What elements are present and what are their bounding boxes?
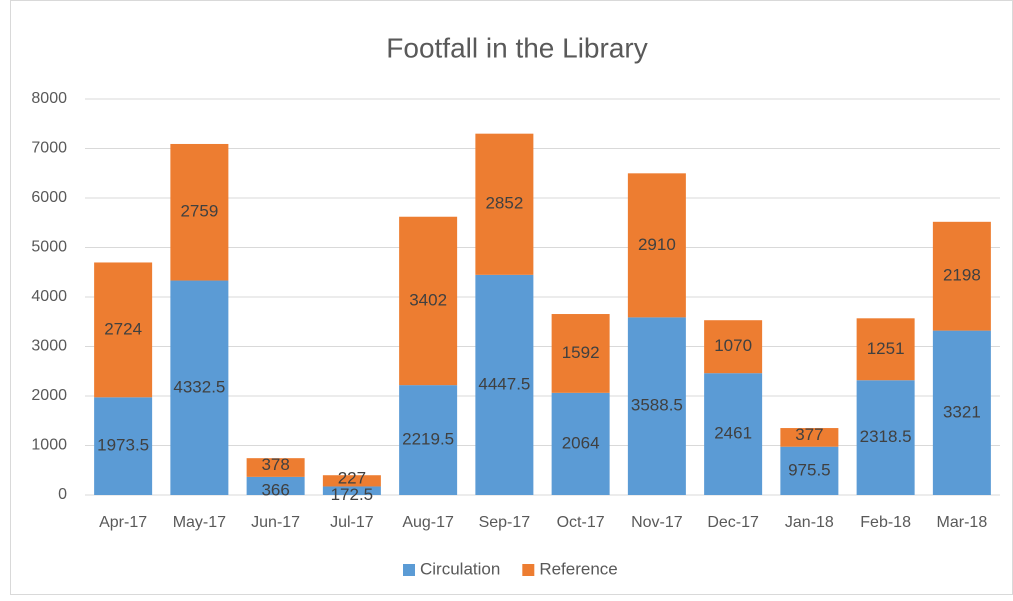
y-tick-label: 0: [58, 486, 67, 503]
bar-segment: [627, 173, 686, 318]
data-label: 2198: [943, 266, 981, 285]
data-label: 227: [338, 468, 366, 487]
bar-segment: [170, 143, 229, 281]
bar-segment: [322, 475, 381, 487]
x-tick-label: Feb-18: [860, 514, 911, 531]
bar-segment: [627, 317, 686, 495]
bar-segment: [399, 216, 458, 386]
y-tick-label: 3000: [31, 338, 67, 355]
data-label: 2064: [562, 433, 600, 452]
x-tick-label: May-17: [173, 514, 226, 531]
data-label: 3588.5: [631, 396, 683, 415]
bar-segment: [856, 318, 915, 381]
bar-segment: [322, 486, 381, 495]
data-label: 378: [261, 455, 289, 474]
y-tick-label: 4000: [31, 288, 67, 305]
bar-segment: [704, 320, 763, 374]
data-label: 4332.5: [173, 377, 225, 396]
bar-segment: [94, 262, 153, 398]
x-tick-label: Aug-17: [402, 514, 454, 531]
bar-segment: [551, 314, 610, 393]
x-tick-label: Sep-17: [479, 514, 531, 531]
bar-segment: [246, 476, 305, 495]
data-label: 1251: [867, 339, 905, 358]
bar-segment: [856, 380, 915, 495]
data-label: 1070: [714, 336, 752, 355]
bar-segment: [94, 397, 153, 495]
data-label: 1973.5: [97, 436, 149, 455]
x-tick-label: Jul-17: [330, 514, 374, 531]
bar-segment: [932, 221, 991, 331]
data-label: 1592: [562, 343, 600, 362]
data-label: 2724: [104, 319, 142, 338]
data-label: 2219.5: [402, 430, 454, 449]
data-label: 366: [261, 480, 289, 499]
bar-segment: [475, 133, 534, 275]
x-tick-label: Mar-18: [937, 514, 988, 531]
bar-segment: [932, 330, 991, 495]
y-tick-label: 7000: [31, 140, 67, 157]
x-tick-label: Jan-18: [785, 514, 834, 531]
y-tick-label: 8000: [31, 90, 67, 107]
bar-segment: [551, 392, 610, 495]
legend-label: Circulation: [420, 559, 500, 578]
x-tick-label: Nov-17: [631, 514, 683, 531]
data-label: 2461: [714, 424, 752, 443]
legend-swatch: [522, 564, 535, 576]
bar-segment: [399, 385, 458, 495]
data-label: 2910: [638, 235, 676, 254]
x-tick-label: Jun-17: [251, 514, 300, 531]
x-tick-label: Apr-17: [99, 514, 147, 531]
bar-segment: [246, 458, 305, 477]
bar-segment: [704, 373, 763, 495]
data-label: 3402: [409, 290, 447, 309]
bar-segment: [780, 428, 839, 447]
data-label: 377: [795, 425, 823, 444]
legend-swatch: [403, 564, 415, 576]
data-label: 172.5: [331, 485, 374, 504]
x-tick-label: Dec-17: [707, 514, 759, 531]
bar-segment: [170, 280, 229, 495]
y-tick-label: 5000: [31, 239, 67, 256]
bar-segment: [475, 274, 534, 495]
data-label: 2759: [180, 202, 218, 221]
y-tick-label: 2000: [31, 387, 67, 404]
data-label: 3321: [943, 402, 981, 421]
legend-label: Reference: [539, 559, 617, 578]
bar-segment: [780, 446, 839, 495]
x-tick-label: Oct-17: [557, 514, 605, 531]
chart-title: Footfall in the Library: [386, 32, 647, 63]
y-tick-label: 1000: [31, 437, 67, 454]
data-label: 2852: [485, 194, 523, 213]
data-label: 975.5: [788, 460, 831, 479]
data-label: 4447.5: [478, 374, 530, 393]
data-label: 2318.5: [860, 427, 912, 446]
y-tick-label: 6000: [31, 189, 67, 206]
